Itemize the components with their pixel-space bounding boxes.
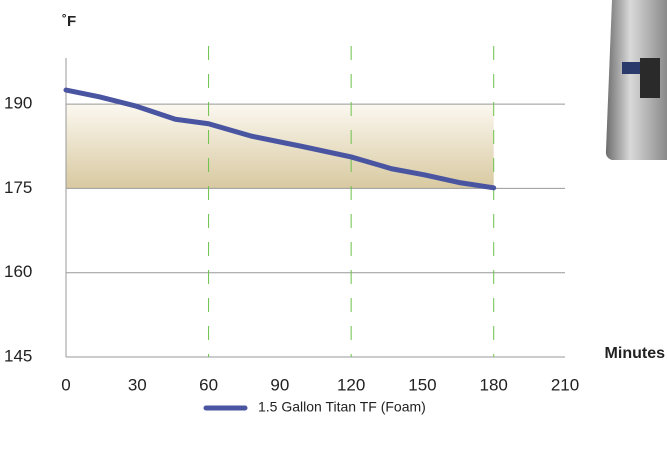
x-tick-label: 210	[551, 375, 579, 394]
product-image	[605, 0, 667, 160]
x-tick-label: 120	[337, 375, 365, 394]
x-tick-label: 60	[199, 375, 218, 394]
x-tick-label: 90	[270, 375, 289, 394]
y-tick-label: 175	[4, 178, 32, 197]
x-tick-label: 180	[480, 375, 508, 394]
x-tick-label: 0	[61, 375, 70, 394]
y-tick-label: 190	[4, 94, 32, 113]
y-axis-label: ˚F	[62, 13, 76, 30]
legend-label: 1.5 Gallon Titan TF (Foam)	[258, 399, 426, 415]
x-tick-label: 150	[408, 375, 436, 394]
data-line	[63, 87, 497, 191]
x-tick-label: 30	[128, 375, 147, 394]
y-tick-label: 145	[4, 346, 32, 365]
y-tick-label: 160	[4, 262, 32, 281]
x-axis-label: Minutes	[605, 345, 666, 362]
